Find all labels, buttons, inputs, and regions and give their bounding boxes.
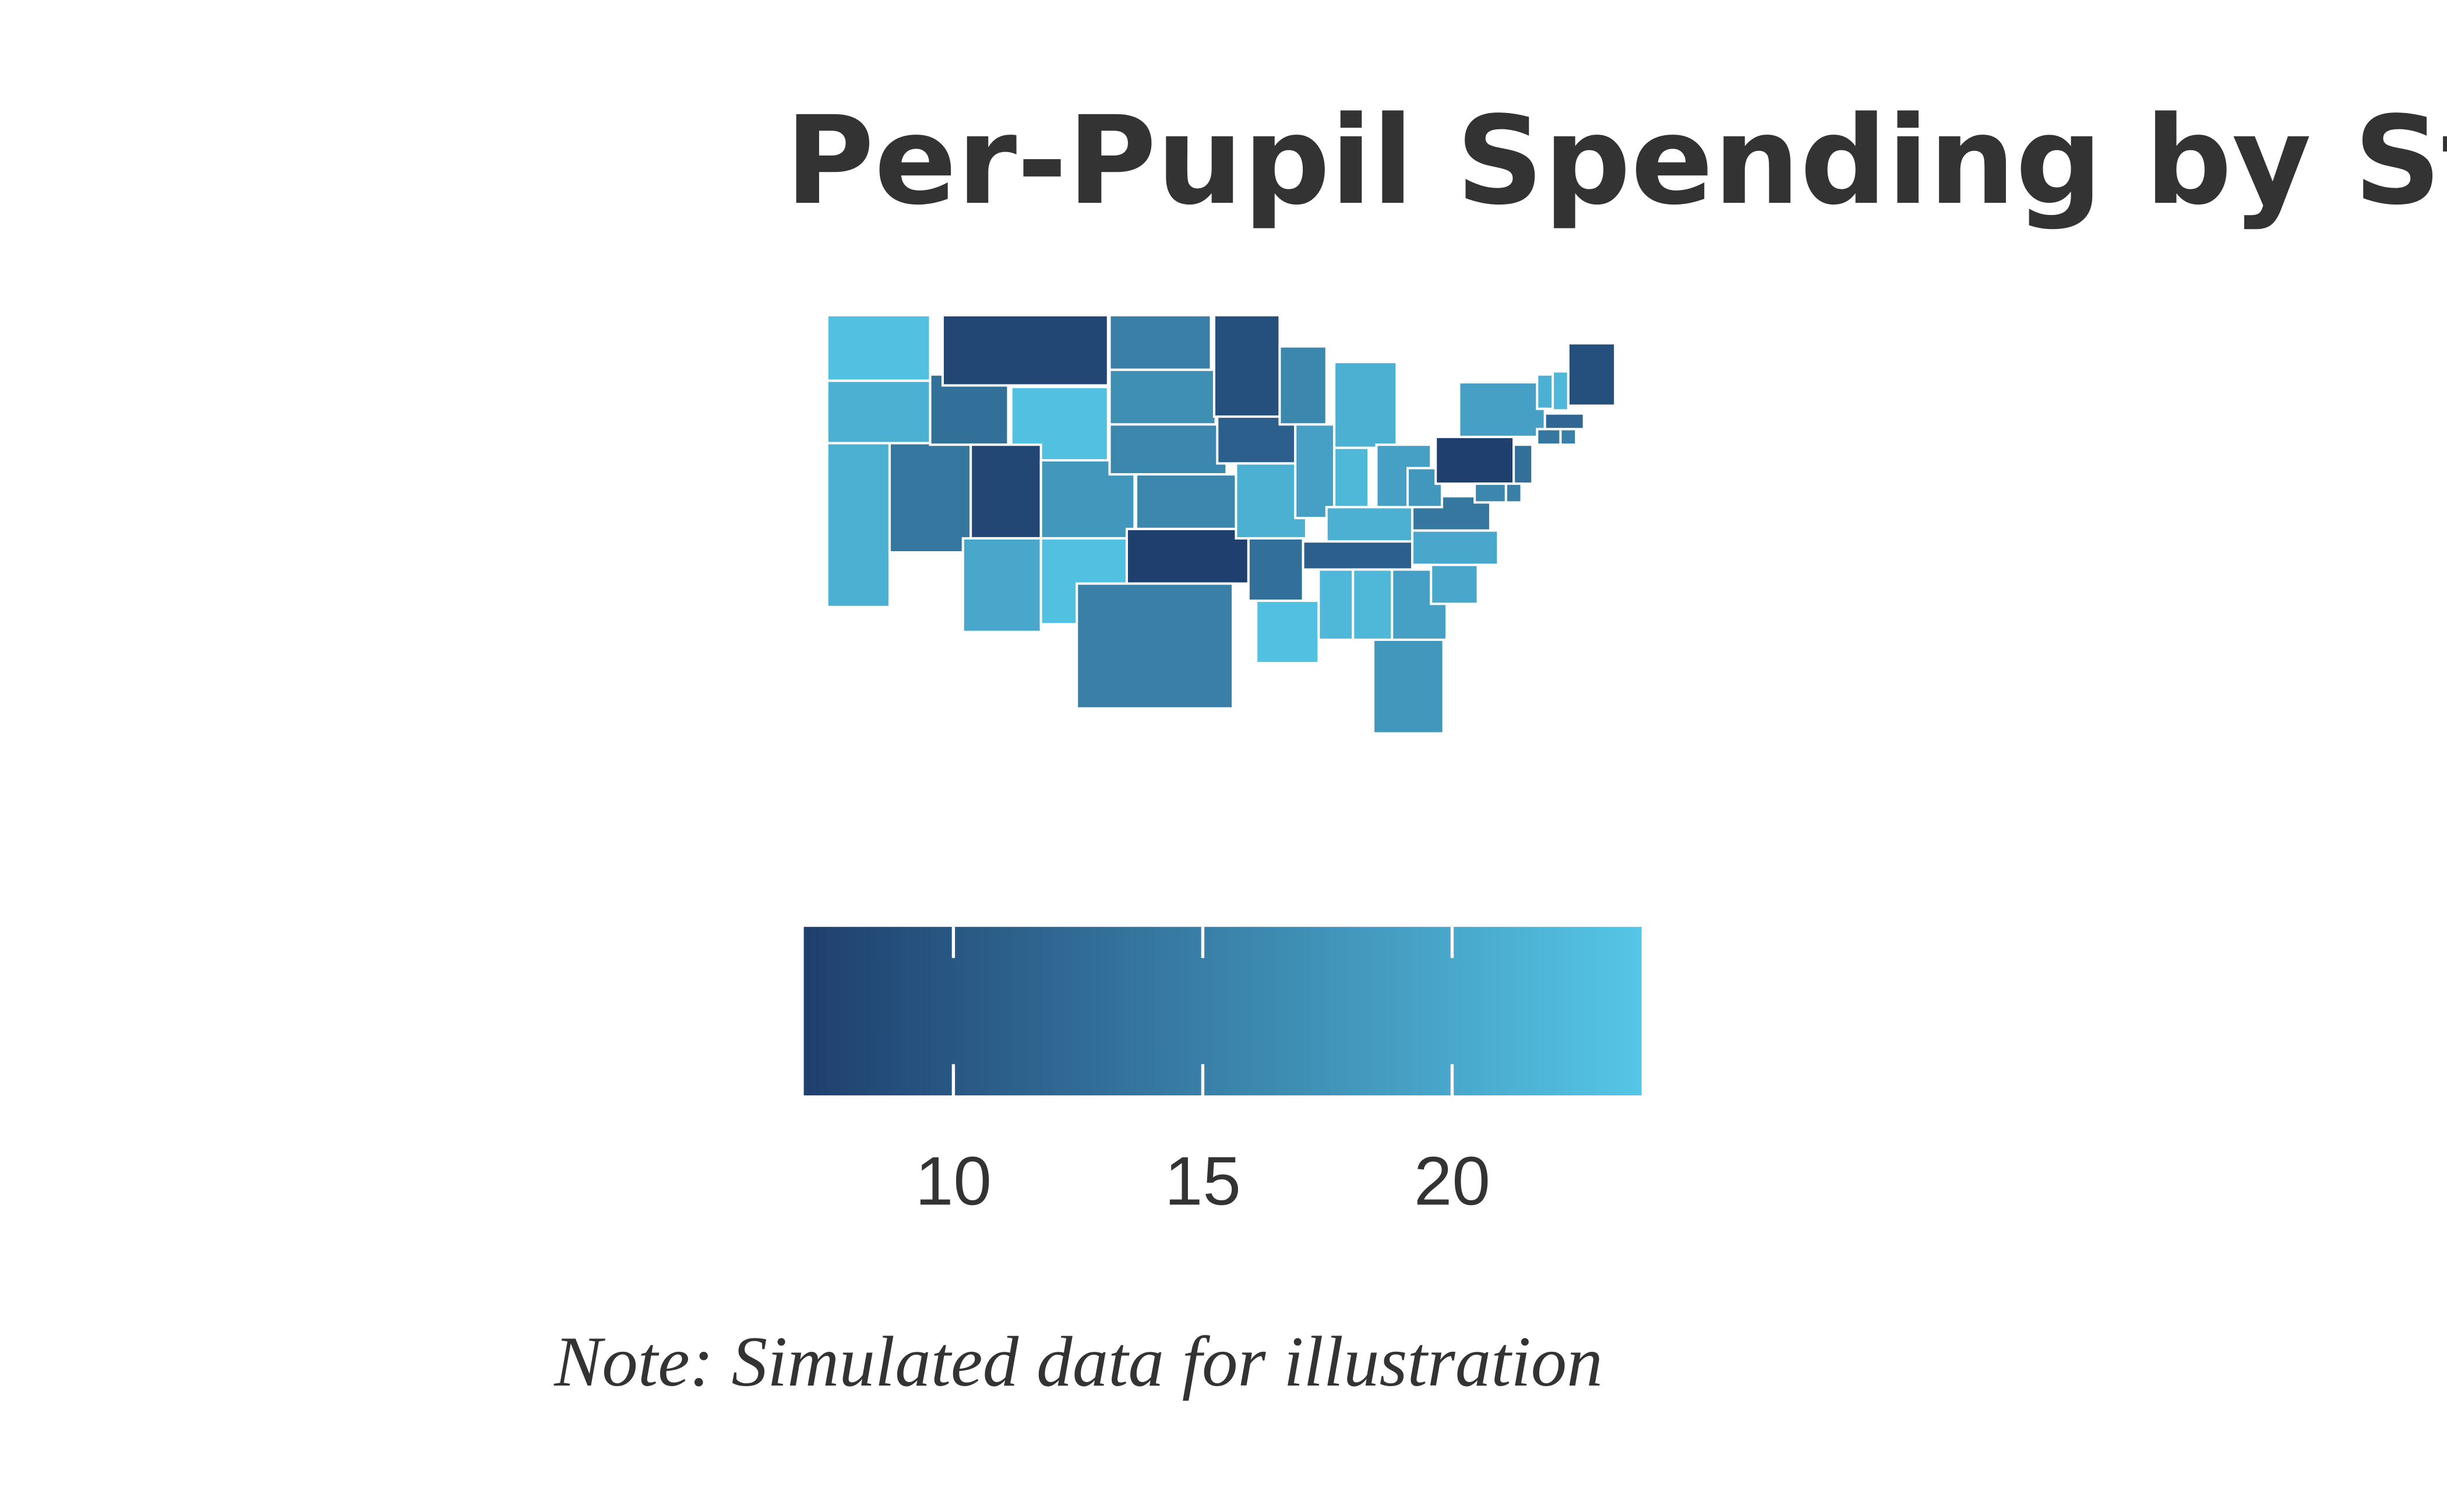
state [1302,540,1414,571]
state [1536,373,1554,410]
state [941,313,1109,387]
state [1333,361,1398,449]
state [1317,568,1355,641]
state [969,443,1042,540]
state [1473,482,1507,504]
state [826,313,932,382]
state [1552,370,1570,412]
state [826,379,932,445]
state [1559,428,1578,446]
state [1372,638,1445,735]
state [1076,582,1235,710]
state [1255,600,1320,665]
state [1294,423,1336,520]
state [1352,568,1394,641]
colorbar-tick-label: 20 [1414,1142,1490,1219]
state [1430,563,1479,605]
note: Note: Simulated data for illustration [553,1321,1603,1401]
state [1212,313,1281,418]
state [1536,428,1562,446]
colorbar-tick-label: 15 [1165,1142,1241,1219]
state [1567,342,1617,407]
colorbar-tick-label: 10 [915,1142,992,1219]
state [961,537,1042,633]
state [1135,473,1239,530]
state [1543,412,1585,431]
state [888,442,972,554]
state [1434,435,1515,485]
colorbar [803,926,1642,1095]
state [1458,381,1546,438]
state [1125,527,1250,585]
state [1108,368,1217,426]
state [1108,423,1228,476]
state [1333,446,1370,512]
state [1512,443,1534,485]
state [1504,482,1523,504]
state [1278,345,1328,426]
state [1411,529,1500,566]
state [1247,537,1304,602]
state [1108,313,1212,371]
chart-title: Per-Pupil Spending by State [785,90,2447,232]
state [826,442,891,608]
state [1325,506,1414,543]
